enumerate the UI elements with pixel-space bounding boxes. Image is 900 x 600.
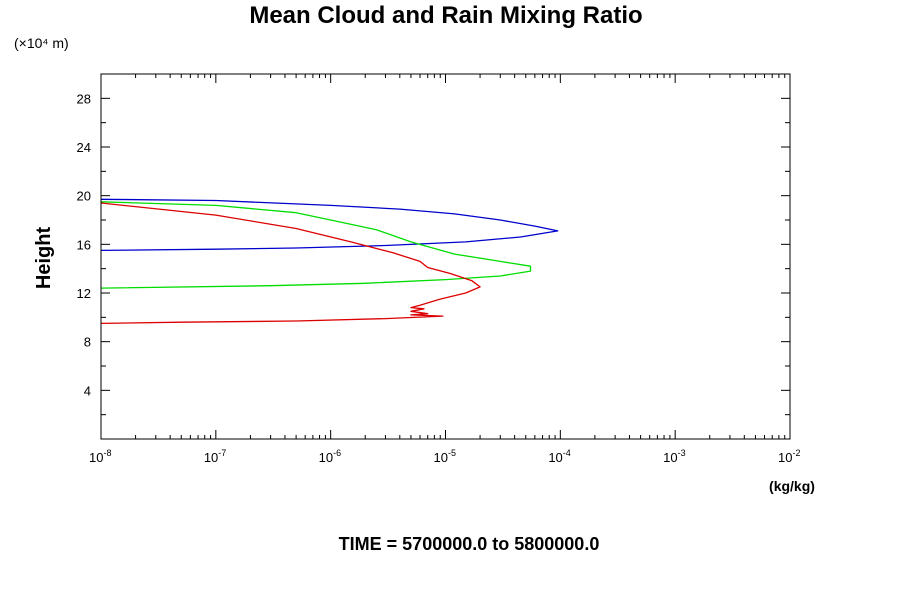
y-tick-label: 8 [84, 335, 91, 350]
series-line-2 [100, 201, 532, 289]
y-tick-label: 12 [77, 286, 91, 301]
y-tick-label: 4 [84, 383, 91, 398]
x-tick-label: 10-5 [434, 448, 456, 465]
series-layer [100, 198, 559, 325]
y-axis-label: Height [33, 227, 55, 290]
time-footer: TIME = 5700000.0 to 5800000.0 [339, 534, 600, 554]
series-line-1 [100, 198, 559, 252]
y-axis-unit: (×10⁴ m) [14, 35, 69, 51]
y-tick-label: 24 [77, 140, 91, 155]
series-line-3 [100, 202, 481, 325]
x-axis-label: (kg/kg) [769, 478, 815, 494]
plot-frame [100, 73, 791, 440]
y-tick-label: 20 [77, 189, 91, 204]
x-tick-label: 10-8 [89, 448, 111, 465]
x-tick-label: 10-2 [778, 448, 800, 465]
x-tick-label: 10-3 [663, 448, 685, 465]
x-tick-label: 10-4 [548, 448, 570, 465]
x-tick-label: 10-7 [204, 448, 226, 465]
y-tick-label: 16 [77, 237, 91, 252]
chart-title: Mean Cloud and Rain Mixing Ratio [249, 2, 642, 29]
axis-ticks: 10-8 10-7 10-6 10-5 10-4 10-3 10-2 4 8 12 16 20 24 28 [77, 74, 800, 465]
y-tick-label: 28 [77, 91, 91, 106]
x-tick-label: 10-6 [319, 448, 341, 465]
